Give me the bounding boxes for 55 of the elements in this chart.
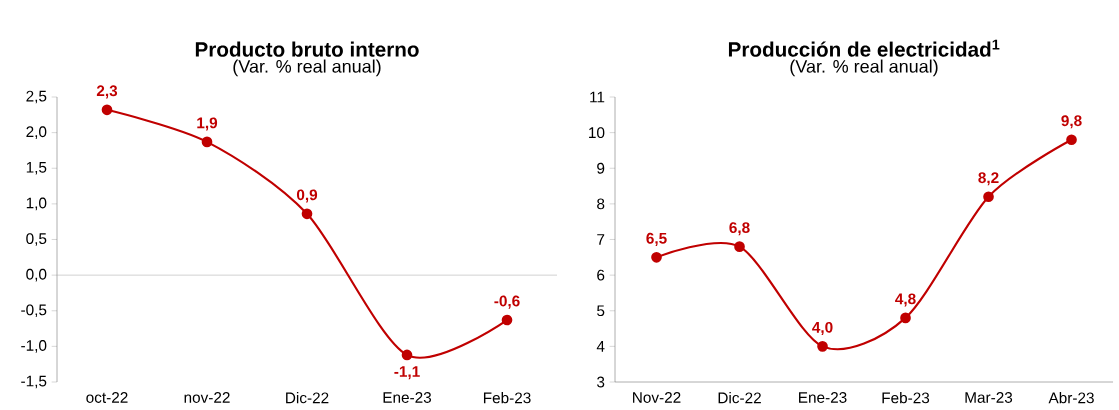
point	[900, 312, 911, 324]
data-label: -0,6	[494, 295, 520, 309]
point	[201, 136, 213, 148]
data-label: 0,9	[296, 189, 318, 203]
point	[301, 208, 313, 220]
chart-subtitle: (Var. % real anual)	[790, 59, 938, 77]
data-label: -1,1	[394, 366, 420, 380]
point	[401, 349, 413, 361]
point	[734, 241, 745, 252]
chart-title: Producción de electricidad$^{1}$	[728, 39, 1000, 57]
y-tick-label: -1,0	[21, 340, 47, 353]
y-tick-label: -0,5	[21, 304, 47, 318]
point	[101, 104, 113, 116]
point	[983, 191, 994, 203]
point	[817, 341, 828, 352]
data-label: 4,0	[812, 321, 833, 335]
y-tick-label: 1,5	[26, 162, 47, 175]
data-label: 2,3	[96, 85, 118, 99]
chart-title: Producto bruto interno	[195, 41, 419, 57]
y-tick-label: 9	[597, 162, 605, 174]
data-label: 1,9	[197, 117, 218, 131]
x-tick-label: Dic-22	[718, 392, 761, 404]
x-tick-label: Feb-23	[882, 392, 930, 404]
x-tick-label: Feb-23	[483, 392, 531, 404]
x-tick-label: Ene-23	[799, 392, 847, 403]
x-tick-label: oct-22	[86, 392, 128, 403]
x-tick-label: Dic-22	[286, 392, 329, 404]
y-tick-label: 1,0	[26, 197, 47, 211]
y-tick-label: 7	[597, 234, 605, 245]
x-tick-label: Nov-22	[633, 392, 681, 403]
y-tick-label: 0,0	[26, 268, 47, 282]
data-label: 8,2	[978, 172, 999, 186]
x-tick-label: Abr-23	[1048, 392, 1094, 404]
y-tick-label: 11	[590, 91, 605, 103]
data-label: 4,8	[895, 293, 916, 307]
y-tick-label: 3	[597, 376, 605, 388]
point	[501, 314, 513, 326]
y-tick-label: 8	[597, 198, 605, 210]
x-tick-label: Mar-23	[965, 392, 1013, 403]
y-tick-label: -1,5	[21, 375, 47, 389]
y-tick-label: 2,0	[26, 126, 47, 139]
data-label: 6,8	[729, 222, 750, 236]
y-tick-label: 4	[596, 341, 605, 352]
y-tick-label: 0,5	[26, 233, 47, 246]
y-tick-label: 10	[589, 127, 605, 139]
point	[1066, 134, 1077, 146]
y-tick-label: 2,5	[26, 90, 47, 104]
x-tick-label: nov-22	[184, 392, 230, 403]
data-label: 9,8	[1061, 115, 1082, 129]
data-label: 6,5	[646, 232, 667, 246]
point	[651, 251, 662, 263]
chart-subtitle: (Var. % real anual)	[233, 59, 381, 77]
y-tick-label: 6	[597, 269, 605, 281]
x-tick-label: Ene-23	[383, 392, 432, 403]
y-tick-label: 5	[597, 305, 605, 317]
